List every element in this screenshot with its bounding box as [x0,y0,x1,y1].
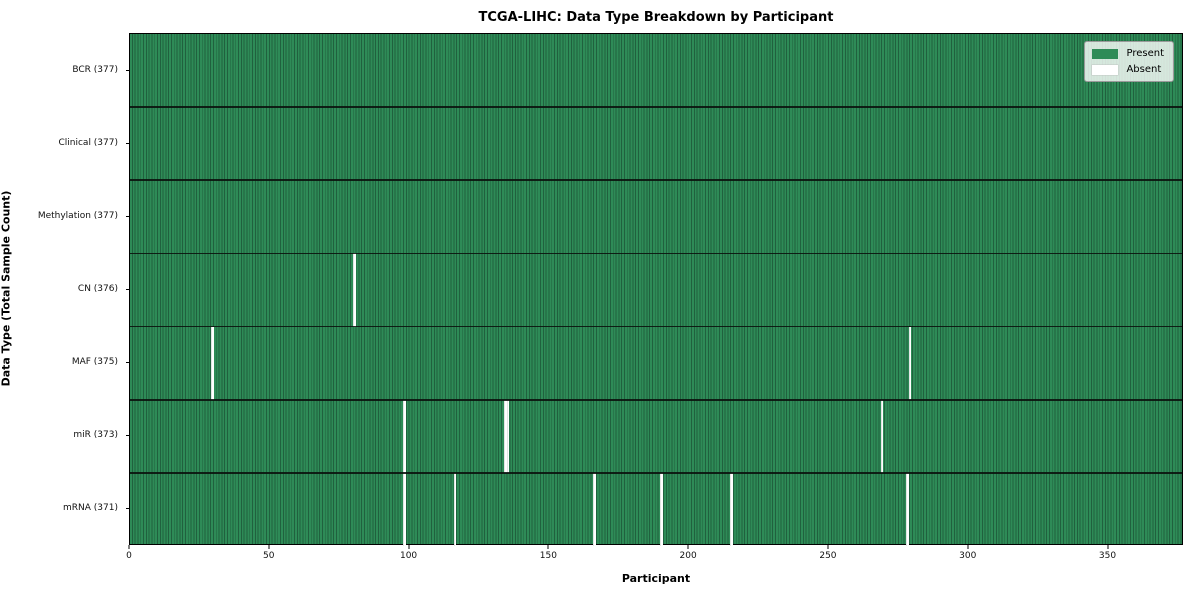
legend-item-present: Present [1092,48,1164,59]
absent-cell-mRNA-166 [593,472,596,546]
heatmap-row-Clinical [130,107,1182,180]
xtick-mark-0 [128,545,130,549]
ytick-label-miR: miR (373) [73,430,118,441]
legend: Present Absent [1084,41,1174,82]
legend-absent-label: Absent [1126,64,1162,75]
row-separator [130,472,1182,474]
absent-cell-mRNA-190 [660,472,663,546]
row-separator [130,398,1182,401]
ytick-mark [125,508,129,510]
x-axis: 0 50 100 150 200 250 300 350 [126,545,1183,569]
ytick-label-BCR: BCR (377) [72,64,118,75]
xtick-label-200: 200 [679,551,697,561]
ytick-label-Clinical: Clinical (377) [58,137,118,148]
ytick-label-MAF: MAF (375) [71,357,118,368]
ytick-mark [125,69,129,71]
absent-cell-mRNA-116 [453,472,457,546]
absent-cell-miR-98 [403,399,407,473]
legend-absent-swatch [1092,64,1119,75]
xtick-mark-100 [408,545,410,549]
ytick-label-Methylation: Methylation (377) [37,210,118,221]
legend-item-absent: Absent [1092,64,1164,75]
legend-present-swatch [1092,48,1119,59]
ytick-label-mRNA: mRNA (371) [63,503,118,514]
ytick-label-CN: CN (376) [77,284,118,294]
xtick-mark-50 [268,545,270,549]
absent-cell-mRNA-98 [403,472,407,546]
xtick-label-150: 150 [539,551,557,561]
absent-cell-mRNA-215 [729,472,733,546]
y-axis: BCR (377) Clinical (377) Methylation (377)… [0,33,129,545]
absent-cell-CN-80 [353,253,357,327]
xtick-label-250: 250 [819,551,837,561]
absent-cell-MAF-279 [908,326,912,400]
xtick-label-50: 50 [263,551,275,561]
ytick-mark [125,215,129,217]
heatmap-row-CN [130,253,1182,327]
heatmap-row-mRNA [130,472,1182,546]
absent-cell-miR-134 [503,399,507,473]
chart-title: TCGA-LIHC: Data Type Breakdown by Partic… [478,10,834,25]
row-separator [130,325,1182,328]
absent-cell-miR-269 [880,399,884,473]
xtick-mark-300 [967,545,969,549]
xtick-mark-150 [547,545,549,549]
heatmap-row-Methylation [130,180,1182,253]
legend-present-label: Present [1126,48,1164,59]
absent-cell-mRNA-278 [905,472,909,546]
xtick-label-350: 350 [1098,551,1117,561]
row-separator [130,106,1182,108]
ytick-mark [125,435,129,437]
absent-cell-MAF-29 [210,326,214,400]
xtick-label-0: 0 [126,551,132,561]
ytick-mark [125,289,129,290]
ytick-mark [125,142,129,144]
ytick-mark [125,362,129,364]
xtick-mark-250 [827,545,829,549]
row-separator [130,179,1182,182]
absent-cell-miR-135 [506,399,510,473]
xtick-mark-200 [687,545,689,549]
x-axis-label: Participant [621,572,691,585]
heatmap-row-MAF [130,326,1182,400]
row-separator [130,252,1182,255]
xtick-label-300: 300 [959,551,977,561]
xtick-label-100: 100 [399,551,418,561]
plot-area: Present Absent [129,33,1183,546]
xtick-mark-350 [1107,545,1108,549]
heatmap-row-miR [130,399,1182,473]
heatmap-row-BCR [130,34,1182,107]
